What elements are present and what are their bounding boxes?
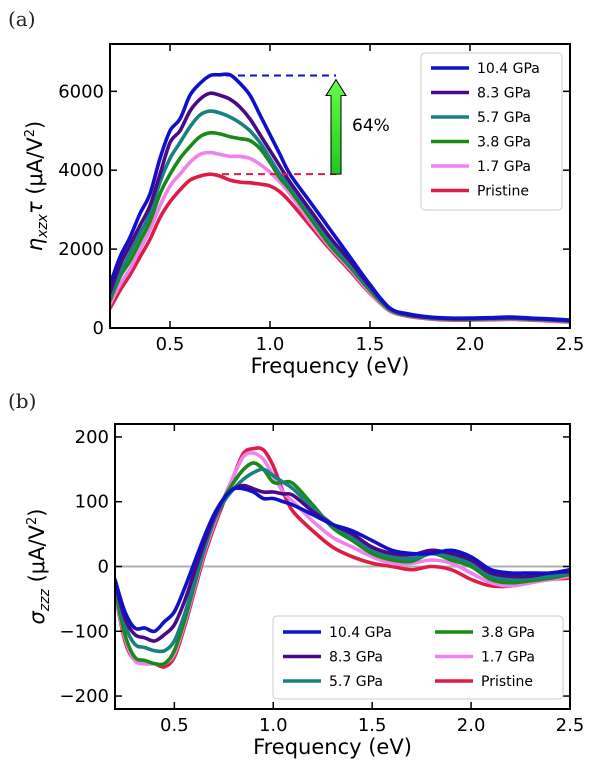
legend: 10.4 GPa 8.3 GPa 5.7 GPa 3.8 GPa 1.7 GPa Pris… bbox=[420, 52, 563, 211]
y-tick-label: 4000 bbox=[58, 160, 104, 181]
panel-a: (a) 64% 0.5 1.0 1.5 2.0 2.5 0 2000 4000 6000 Freque… bbox=[8, 7, 584, 378]
legend-entry: Pristine bbox=[477, 184, 529, 200]
legend-entry: 3.8 GPa bbox=[481, 625, 535, 641]
x-tick-label: 1.5 bbox=[356, 334, 385, 355]
x-tick-label: 2.5 bbox=[556, 715, 585, 736]
y-tick-label: −200 bbox=[60, 686, 109, 707]
series-line-10-4-gpa bbox=[110, 72, 570, 322]
x-tick-label: 2.0 bbox=[457, 715, 486, 736]
y-tick-label: −100 bbox=[60, 621, 109, 642]
x-tick-label: 2.0 bbox=[456, 334, 485, 355]
series-group bbox=[115, 446, 570, 669]
y-tick-label: 6000 bbox=[58, 81, 104, 102]
panel-label: (b) bbox=[8, 389, 36, 413]
x-tick-label: 1.0 bbox=[256, 334, 285, 355]
x-axis-title: Frequency (eV) bbox=[253, 735, 412, 759]
annotation-arrow bbox=[325, 78, 347, 175]
legend: 10.4 GPa 8.3 GPa 5.7 GPa 3.8 GPa 1.7 GPa Pris… bbox=[272, 615, 564, 700]
series-line-10-4-gpa bbox=[115, 486, 570, 634]
x-tick-label: 1.0 bbox=[259, 715, 288, 736]
y-tick-label: 2000 bbox=[58, 239, 104, 260]
legend-entry: 5.7 GPa bbox=[329, 674, 383, 690]
y-tick-label: 200 bbox=[75, 427, 109, 448]
x-tick-label: 0.5 bbox=[156, 334, 185, 355]
plot-frame bbox=[109, 43, 571, 329]
legend-entry: 8.3 GPa bbox=[477, 86, 531, 102]
y-tick-label: 0 bbox=[98, 557, 109, 578]
legend-entry: 3.8 GPa bbox=[477, 135, 531, 151]
legend-entry: 10.4 GPa bbox=[329, 625, 392, 641]
legend-entry: 5.7 GPa bbox=[477, 110, 531, 126]
series-line-5-7-gpa bbox=[115, 467, 570, 654]
x-tick-label: 2.5 bbox=[556, 334, 585, 355]
x-tick-label: 1.5 bbox=[358, 715, 387, 736]
x-tick-label: 0.5 bbox=[160, 715, 189, 736]
legend-entry: 8.3 GPa bbox=[329, 650, 383, 666]
legend-entry: 1.7 GPa bbox=[477, 159, 531, 175]
legend-box bbox=[272, 615, 564, 700]
series-line-pristine bbox=[115, 446, 570, 669]
y-axis-title: σzzz (μA/V2) bbox=[25, 509, 53, 625]
legend-entry: 10.4 GPa bbox=[477, 61, 540, 77]
series-line-3-8-gpa bbox=[115, 461, 570, 667]
y-tick-label: 0 bbox=[93, 318, 104, 339]
y-axis-title: ηxzxτ (μA/V2) bbox=[23, 121, 51, 251]
y-tick-label: 100 bbox=[75, 492, 109, 513]
legend-entry: Pristine bbox=[481, 674, 533, 690]
series-line-8-3-gpa bbox=[115, 483, 570, 643]
panel-label: (a) bbox=[8, 7, 36, 31]
annotation-label: 64% bbox=[352, 116, 390, 136]
legend-entry: 1.7 GPa bbox=[481, 650, 535, 666]
x-axis-title: Frequency (eV) bbox=[251, 354, 410, 378]
series-group bbox=[110, 72, 570, 324]
panel-b: (b) 0.5 1.0 1.5 2.0 2.5 −200 −100 0 100 200 Frequen… bbox=[8, 389, 584, 759]
